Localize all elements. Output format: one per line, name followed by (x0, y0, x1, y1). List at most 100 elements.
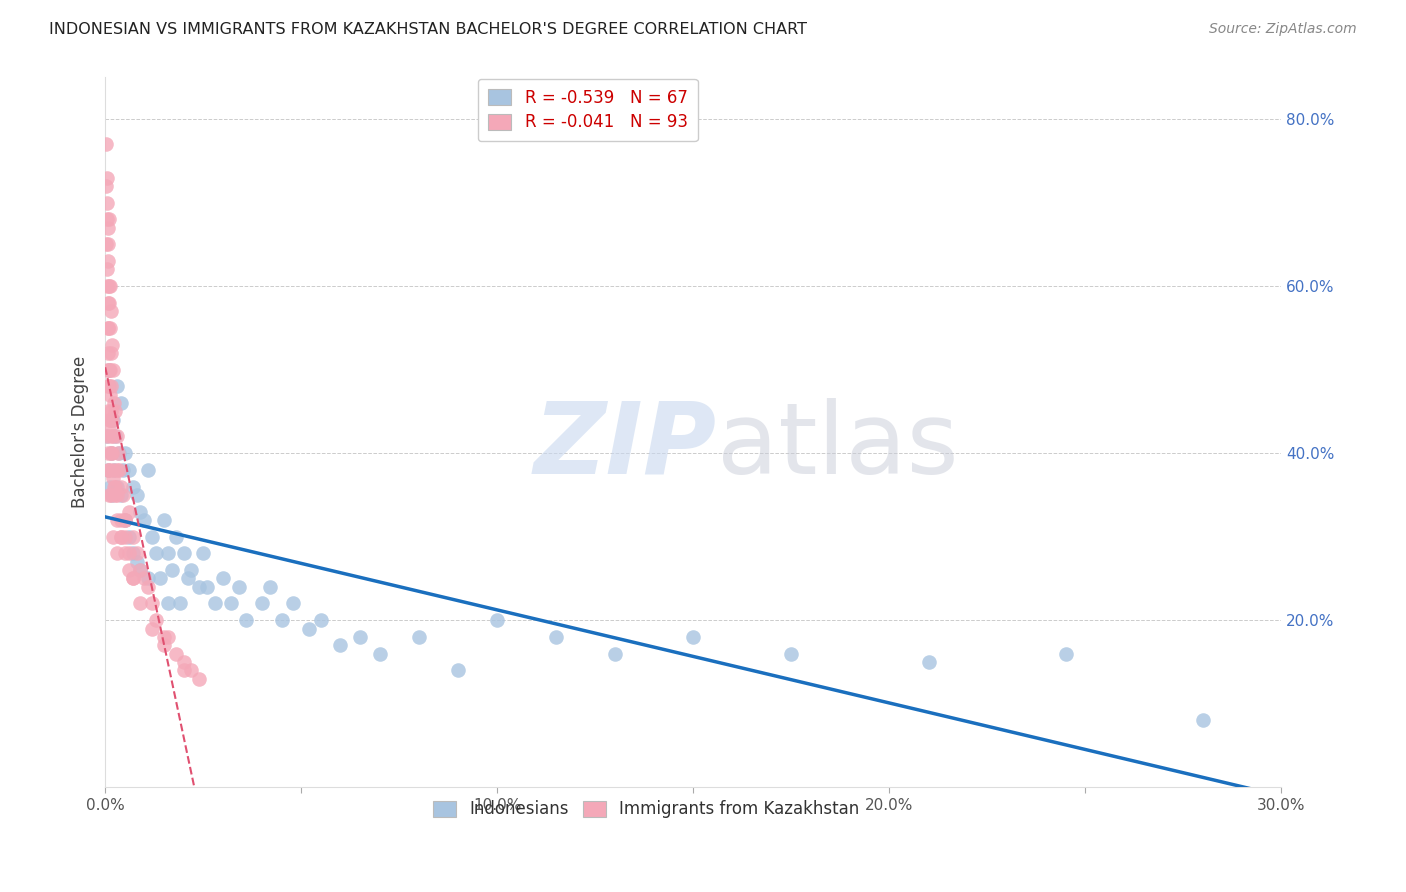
Point (98, 362, 121, 376)
Point (110, 479, 132, 493)
Point (96, 237, 118, 252)
Point (101, 337, 124, 351)
Point (125, 555, 148, 569)
Point (156, 597, 179, 611)
Point (100, 404, 122, 418)
Point (96, 170, 118, 185)
Point (104, 404, 127, 418)
Point (180, 563, 202, 577)
Point (114, 513, 136, 527)
Point (105, 463, 128, 477)
Point (98, 413, 121, 427)
Point (98, 488, 121, 502)
Point (96, 429, 118, 443)
Point (156, 546, 179, 560)
Point (100, 429, 122, 443)
Point (96, 262, 118, 277)
Point (368, 647, 391, 661)
Point (603, 647, 626, 661)
Point (97, 379, 120, 393)
Point (160, 563, 183, 577)
Point (96, 279, 118, 293)
Point (156, 630, 179, 644)
Point (125, 546, 148, 560)
Point (141, 530, 163, 544)
Point (917, 655, 939, 669)
Point (228, 580, 250, 594)
Point (114, 446, 136, 460)
Point (98, 362, 121, 376)
Point (105, 479, 128, 493)
Point (97, 321, 120, 335)
Point (118, 563, 141, 577)
Point (98, 413, 121, 427)
Point (110, 488, 132, 502)
Legend: Indonesians, Immigrants from Kazakhstan: Indonesians, Immigrants from Kazakhstan (426, 794, 866, 825)
Point (129, 505, 152, 519)
Point (100, 304, 122, 318)
Point (149, 571, 172, 585)
Text: ZIP: ZIP (534, 398, 717, 495)
Point (97, 220, 120, 235)
Point (121, 571, 143, 585)
Point (97, 237, 120, 252)
Point (188, 672, 211, 686)
Point (153, 630, 176, 644)
Point (546, 630, 568, 644)
Point (153, 513, 176, 527)
Point (101, 413, 124, 427)
Point (780, 647, 803, 661)
Point (110, 513, 132, 527)
Point (98, 479, 121, 493)
Point (96, 429, 118, 443)
Point (118, 505, 141, 519)
Point (298, 622, 321, 636)
Point (94, 137, 117, 152)
Point (138, 580, 160, 594)
Point (138, 571, 160, 585)
Point (211, 571, 233, 585)
Point (309, 613, 332, 627)
Point (104, 429, 127, 443)
Point (96, 179, 118, 194)
Point (145, 546, 167, 560)
Point (105, 488, 128, 502)
Point (408, 630, 430, 644)
Point (176, 571, 198, 585)
Point (173, 663, 195, 677)
Point (114, 513, 136, 527)
Point (110, 530, 132, 544)
Point (1054, 647, 1077, 661)
Point (108, 463, 131, 477)
Point (97, 379, 120, 393)
Point (105, 379, 128, 393)
Point (101, 488, 124, 502)
Point (114, 546, 136, 560)
Point (111, 463, 134, 477)
Point (121, 479, 143, 493)
Text: INDONESIAN VS IMMIGRANTS FROM KAZAKHSTAN BACHELOR'S DEGREE CORRELATION CHART: INDONESIAN VS IMMIGRANTS FROM KAZAKHSTAN… (49, 22, 807, 37)
Point (103, 479, 125, 493)
Point (153, 638, 176, 652)
Point (118, 463, 141, 477)
Point (125, 488, 148, 502)
Point (349, 630, 371, 644)
Point (121, 571, 143, 585)
Point (250, 597, 273, 611)
Point (101, 471, 124, 485)
Point (111, 488, 134, 502)
Point (118, 546, 141, 560)
Point (486, 613, 509, 627)
Point (97, 279, 120, 293)
Point (1192, 714, 1215, 728)
Point (141, 622, 163, 636)
Point (98, 296, 121, 310)
Text: atlas: atlas (717, 398, 959, 495)
Point (110, 530, 132, 544)
Point (97, 321, 120, 335)
Point (270, 613, 292, 627)
Point (97, 254, 120, 268)
Point (97, 296, 120, 310)
Point (100, 446, 122, 460)
Point (173, 655, 195, 669)
